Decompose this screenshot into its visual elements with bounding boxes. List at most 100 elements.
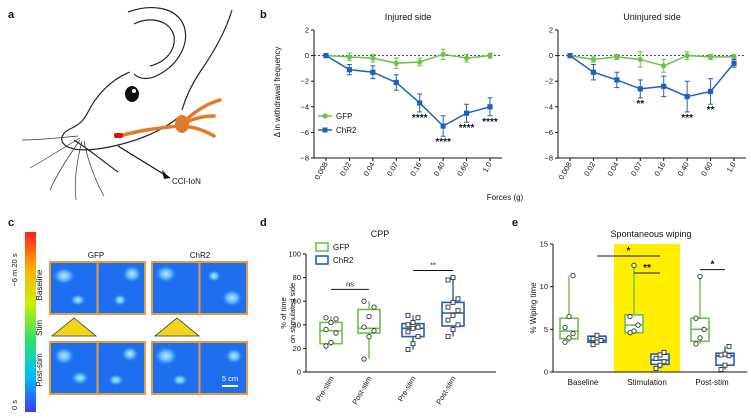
data-point <box>661 359 667 365</box>
data-point <box>361 356 367 362</box>
significance-label: ** <box>636 99 644 110</box>
heatmap-chr2-baseline <box>151 261 248 315</box>
data-point-chr2 <box>614 77 620 83</box>
y-tick-label: −2 <box>544 77 553 86</box>
heatmap-gfp-poststim <box>49 341 146 395</box>
data-point <box>450 275 456 281</box>
x-tick-label: 0.02 <box>582 161 597 178</box>
y-tick-label: −2 <box>300 77 309 86</box>
data-point-chr2 <box>346 67 353 73</box>
significance-label: ns <box>346 279 354 288</box>
data-point <box>328 339 334 346</box>
x-tick-label: 0.02 <box>338 161 353 178</box>
data-point-gfp <box>370 55 376 61</box>
data-point-gfp <box>393 60 399 66</box>
data-point-gfp <box>661 63 667 69</box>
y-axis-label-line1: % of time <box>279 297 288 328</box>
panel-label-a: a <box>8 9 15 21</box>
data-point <box>445 334 451 340</box>
chart-wiping: Spontaneous wiping % Wiping time 15 10 5 0 Bas… <box>529 229 747 387</box>
data-point <box>693 315 699 321</box>
data-point <box>726 353 732 359</box>
series-line-chr2 <box>569 54 735 98</box>
data-point <box>323 315 329 321</box>
data-point-chr2 <box>684 93 690 100</box>
significance-label: ** <box>430 261 436 270</box>
x-tick-label: 0.16 <box>652 161 667 178</box>
b-xlabel: Forces (g) <box>487 193 524 202</box>
data-point <box>722 351 728 357</box>
y-tick-label: −6 <box>544 128 553 137</box>
data-point <box>693 341 699 347</box>
x-tick-label: 0.40 <box>676 161 691 178</box>
x-tick-label: 0.16 <box>408 161 423 178</box>
y-tick-label: 0 <box>297 368 301 377</box>
data-point <box>594 339 600 345</box>
data-point <box>455 296 461 302</box>
y-tick-label: 40 <box>293 320 301 329</box>
chart-title: CPP <box>371 229 390 239</box>
stim-triangle-gfp <box>50 317 98 337</box>
legend-gfp-marker <box>322 113 328 119</box>
b-ylabel: Δ in withdrawal frequency <box>273 47 282 138</box>
legend-chr2-box <box>315 255 329 265</box>
data-point <box>366 313 372 320</box>
data-point <box>566 313 572 320</box>
data-point-gfp <box>684 53 690 59</box>
significance-label: **** <box>459 123 475 134</box>
chart-title: Uninjured side <box>623 12 681 22</box>
x-tick-label: 0.40 <box>432 161 447 178</box>
chart-cpp: CPP % of time on stimulated side 100 80 60 40 2… <box>279 229 496 406</box>
x-tick-label: 0.04 <box>605 161 620 178</box>
data-point <box>323 343 329 349</box>
data-point-gfp <box>731 54 737 60</box>
heatmap-gfp-baseline <box>49 261 146 315</box>
c-row-stim: Stim <box>35 320 44 336</box>
data-point <box>405 312 411 318</box>
x-tick-label: 0.07 <box>629 161 644 178</box>
data-point <box>594 332 600 338</box>
panel-label-b: b <box>260 9 267 21</box>
significance-label: ** <box>643 263 651 274</box>
data-point <box>718 352 724 358</box>
x-category-label: Post-stim <box>695 378 729 387</box>
data-point <box>323 326 329 333</box>
significance-label: * <box>627 246 631 257</box>
stim-triangle-chr2 <box>153 317 201 337</box>
data-point <box>718 366 724 372</box>
data-point <box>726 343 732 349</box>
data-point <box>570 272 576 279</box>
x-tick-label: Post-stim <box>350 375 373 407</box>
data-point <box>445 317 451 323</box>
y-tick-label: 0 <box>305 51 309 60</box>
data-point-chr2 <box>731 60 737 66</box>
legend-chr2-label: ChR2 <box>333 256 354 265</box>
data-point <box>562 339 568 345</box>
data-point-chr2 <box>590 69 597 75</box>
data-point <box>445 277 451 283</box>
data-point <box>455 322 461 328</box>
y-axis-label: % Wiping time <box>529 282 538 334</box>
data-point <box>410 325 416 331</box>
data-point <box>562 324 568 331</box>
data-point <box>657 352 663 358</box>
significance-label: ** <box>707 105 715 116</box>
x-tick-label: Pre-stim <box>396 375 418 404</box>
data-point <box>450 299 456 305</box>
data-point <box>445 304 451 310</box>
chart-uninjured: Uninjured side 2 0 −2 −4 −6 −8 0.008 0.02 0.04 0.0… <box>544 12 746 181</box>
legend-chr2-label: ChR2 <box>336 126 357 135</box>
data-point <box>627 313 633 320</box>
trigeminal-ganglion <box>175 115 189 133</box>
data-point <box>455 308 461 314</box>
data-point <box>657 362 663 368</box>
data-point <box>405 329 411 335</box>
chart-injured: Injured side 2 0 −2 −4 −6 −8 0.008 0.02 0.04 0.07 0… <box>300 12 502 181</box>
scale-bar-label: 5 cm <box>222 374 238 383</box>
data-point <box>570 330 576 337</box>
data-point <box>635 322 641 328</box>
significance-label: *** <box>681 113 693 124</box>
mouse-eye <box>125 86 139 102</box>
data-point-gfp <box>417 59 423 65</box>
